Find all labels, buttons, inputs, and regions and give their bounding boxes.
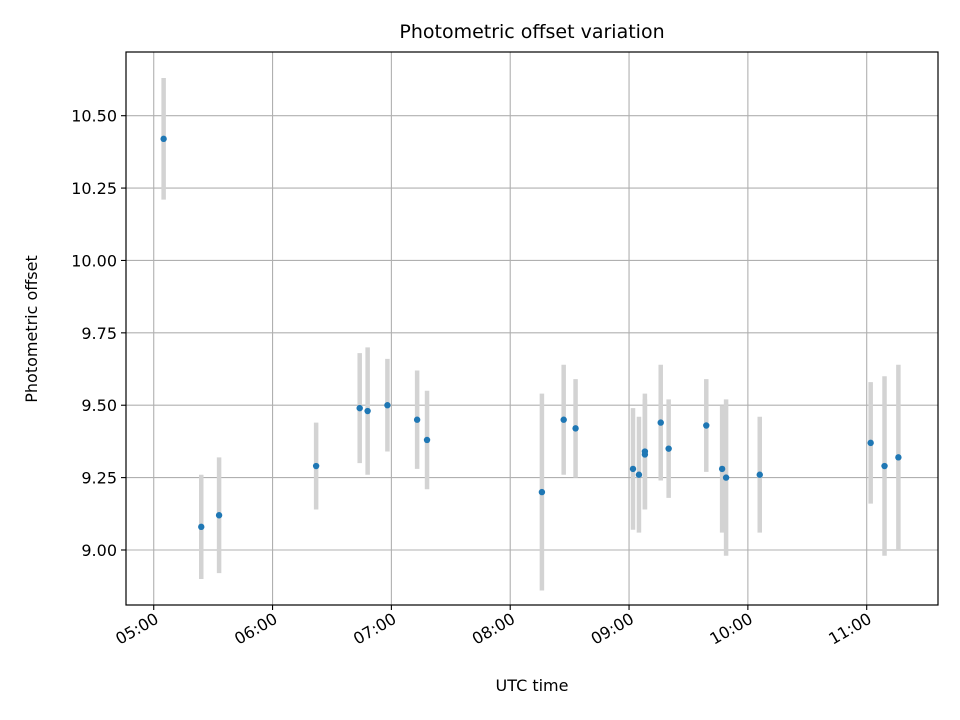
data-point bbox=[641, 451, 649, 458]
data-point bbox=[657, 419, 664, 426]
data-point bbox=[364, 407, 371, 415]
y-tick-label: 10.25 bbox=[71, 179, 117, 198]
data-points bbox=[160, 135, 902, 531]
data-point bbox=[895, 454, 902, 461]
y-tick-label: 10.00 bbox=[71, 251, 117, 270]
y-tick-label: 9.75 bbox=[81, 324, 117, 343]
data-point bbox=[384, 402, 391, 409]
data-point bbox=[867, 439, 874, 447]
plot-area-frame bbox=[125, 51, 939, 606]
data-point bbox=[703, 422, 710, 429]
chart-title: Photometric offset variation bbox=[399, 21, 664, 43]
data-point bbox=[538, 488, 546, 496]
y-tick-label: 9.00 bbox=[81, 541, 117, 560]
data-point bbox=[560, 416, 567, 423]
y-axis-ticks: 9.00 9.25 9.50 9.75 10.00 10.25 10.50 bbox=[71, 107, 126, 560]
grid-lines bbox=[126, 52, 938, 605]
data-point bbox=[160, 135, 167, 143]
y-tick-label: 9.25 bbox=[81, 469, 117, 488]
data-point bbox=[572, 425, 579, 432]
y-axis-title: Photometric offset bbox=[22, 255, 41, 403]
data-point bbox=[629, 465, 637, 473]
data-point bbox=[881, 462, 888, 470]
data-point bbox=[635, 471, 643, 478]
x-axis-title: UTC time bbox=[496, 676, 569, 695]
data-point bbox=[356, 404, 363, 412]
data-point bbox=[756, 471, 763, 478]
data-point bbox=[198, 523, 205, 531]
data-point bbox=[665, 445, 672, 452]
data-point bbox=[215, 512, 223, 519]
data-point bbox=[722, 474, 730, 481]
y-tick-label: 9.50 bbox=[81, 396, 117, 415]
data-point bbox=[312, 462, 320, 470]
data-point bbox=[718, 465, 726, 473]
data-point bbox=[423, 436, 431, 444]
data-point bbox=[413, 416, 421, 423]
y-tick-label: 10.50 bbox=[71, 107, 117, 126]
